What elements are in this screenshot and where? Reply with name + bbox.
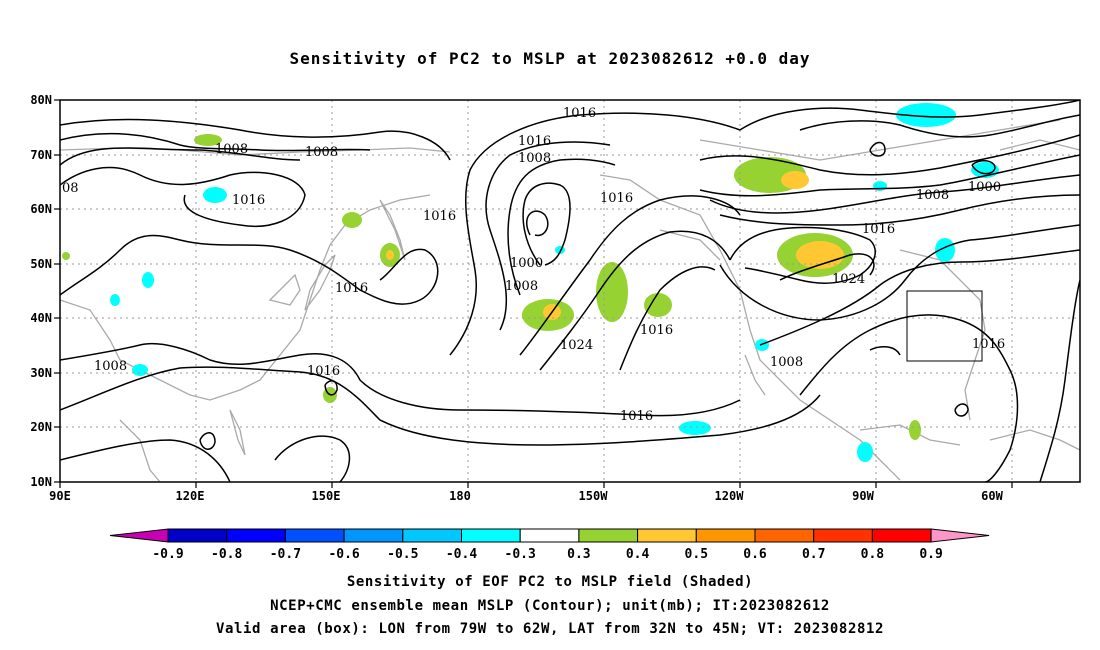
colorbar-swatch [109, 528, 169, 543]
colorbar-swatch [637, 528, 697, 543]
coastlines [60, 119, 1080, 482]
colorbar-swatch [226, 528, 286, 543]
colorbar-label: -0.4 [446, 547, 477, 562]
lat-label: 60N [30, 202, 52, 216]
colorbar-swatch [578, 528, 639, 543]
contour-label: 1016 [972, 337, 1005, 352]
lat-axis [54, 99, 60, 483]
footer-line-2: NCEP+CMC ensemble mean MSLP (Contour); u… [270, 598, 830, 614]
colorbar-swatch [519, 528, 580, 543]
contour-label: 1008 [770, 355, 803, 370]
contour-label: 1024 [832, 272, 865, 287]
contour-label: 1008 [518, 151, 551, 166]
contour-label: 1016 [600, 191, 633, 206]
colorbar-label: -0.3 [505, 547, 536, 562]
lon-label: 150W [579, 489, 609, 503]
page-title: Sensitivity of PC2 to MSLP at 2023082612… [289, 49, 811, 68]
contour-label: 1008 [94, 359, 127, 374]
contour-label: 1016 [640, 323, 673, 338]
colorbar-swatch [284, 528, 345, 543]
colorbar-label: 0.4 [626, 547, 650, 562]
colorbar-swatch [813, 528, 873, 543]
contour-label: 1016 [518, 134, 551, 149]
lon-label: 150E [312, 489, 341, 503]
colorbar-label: -0.7 [270, 547, 301, 562]
lat-label: 80N [30, 93, 52, 107]
lon-label: 120E [176, 489, 205, 503]
lon-label: 60W [981, 489, 1003, 503]
map-frame [59, 99, 1081, 483]
footer-line-1: Sensitivity of EOF PC2 to MSLP field (Sh… [346, 574, 754, 590]
contour-label: 1000 [968, 180, 1001, 195]
lon-label: 90W [852, 489, 874, 503]
footer-line-3: Valid area (box): LON from 79W to 62W, L… [215, 621, 885, 637]
colorbar-swatch [402, 528, 462, 543]
contour-label: 1016 [335, 281, 368, 296]
contour-label: 1016 [307, 364, 340, 379]
contour-label: 1016 [232, 193, 265, 208]
mslp-contours [60, 100, 1080, 482]
lon-label: 180 [449, 489, 471, 503]
contour-label: 1024 [560, 338, 593, 353]
contour-label: 1016 [563, 106, 596, 121]
valid-area-box [906, 290, 983, 362]
colorbar-label: 0.3 [567, 547, 590, 562]
contour-labels: 1016 1016 1008 1008 1008 1016 1016 1016 … [62, 106, 1005, 424]
contour-label: 08 [62, 181, 79, 196]
contour-label: 1016 [862, 222, 895, 237]
colorbar-label: 0.5 [685, 547, 708, 562]
colorbar-swatch [930, 528, 990, 543]
lat-label: 50N [30, 257, 52, 271]
lon-axis [59, 482, 1013, 488]
colorbar-label: -0.8 [211, 547, 242, 562]
lat-label: 40N [30, 311, 52, 325]
contour-label: 1008 [505, 279, 538, 294]
gridlines [60, 100, 1080, 482]
contour-label: 1008 [215, 142, 248, 157]
contour-label: 1008 [916, 188, 949, 203]
colorbar-label: 0.9 [919, 547, 942, 562]
contour-label: 1016 [620, 409, 653, 424]
colorbar-swatch [167, 528, 228, 543]
lat-label: 30N [30, 366, 52, 380]
colorbar-label: -0.9 [152, 547, 183, 562]
colorbar-swatch [695, 528, 756, 543]
contour-label: 1008 [305, 145, 338, 160]
colorbar-label: 0.7 [802, 547, 825, 562]
colorbar-label: 0.8 [861, 547, 885, 562]
contour-label: 1000 [510, 256, 543, 271]
colorbar-label: -0.6 [328, 547, 359, 562]
contour-label: 1016 [423, 209, 456, 224]
colorbar-swatch [754, 528, 815, 543]
lon-label: 120W [715, 489, 745, 503]
sensitivity-shading [62, 103, 999, 462]
colorbar-swatch [871, 528, 932, 543]
lon-label: 90E [49, 489, 71, 503]
colorbar-swatch [343, 528, 404, 543]
lat-labels: 80N 70N 60N 50N 40N 30N 20N 10N [30, 93, 52, 489]
lon-labels: 90E 120E 150E 180 150W 120W 90W 60W [49, 489, 1003, 503]
lat-label: 70N [30, 148, 52, 162]
colorbar-label: 0.6 [743, 547, 767, 562]
colorbar-label: -0.5 [387, 547, 418, 562]
colorbar: -0.9 -0.8 -0.7 -0.6 -0.5 -0.4 -0.3 0.3 0.4 0.5 0.6… [109, 528, 990, 562]
lat-label: 20N [30, 420, 52, 434]
colorbar-swatch [461, 528, 521, 543]
lat-label: 10N [30, 475, 52, 489]
